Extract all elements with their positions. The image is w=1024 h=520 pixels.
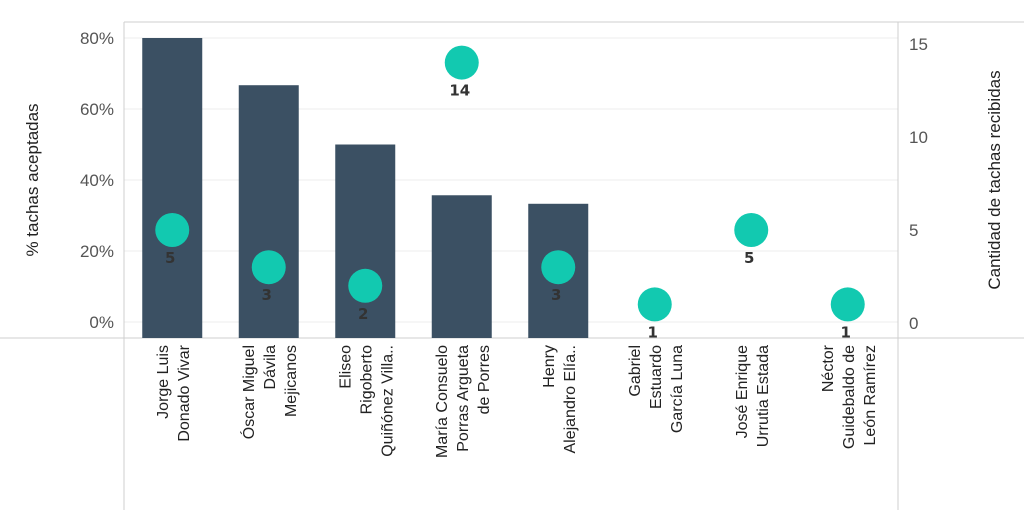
bar[interactable]	[335, 144, 396, 339]
category-label-line: Alejandro Elía..	[562, 345, 579, 454]
scatter-point[interactable]	[155, 213, 190, 247]
category-label-line: León Ramírez	[862, 345, 879, 446]
category-label: Jorge Luis Donado Vivar	[155, 344, 193, 441]
category-labels: Jorge Luis Donado Vivar Óscar Miguel Dávila…	[155, 344, 879, 458]
category-label: Gabriel Estuardo García Luna	[627, 345, 686, 433]
category-label-line: García Luna	[669, 345, 686, 433]
right-axis-ticks: 0 5 10 15	[909, 35, 928, 333]
category-label: Eliseo Rigoberto Quiñónez Villa..	[337, 345, 396, 457]
bar-series	[142, 38, 589, 339]
data-label: 1	[841, 323, 851, 341]
category-label-line: Rigoberto	[358, 345, 375, 414]
left-axis-title: % tachas aceptadas	[23, 103, 42, 256]
category-label-line: Eliseo	[337, 345, 354, 389]
category-label-line: Dávila	[262, 345, 279, 390]
category-label-line: María Consuelo	[434, 345, 451, 458]
scatter-point[interactable]	[830, 287, 865, 322]
y-tick-label: 40%	[80, 171, 114, 190]
category-label-line: Estuardo	[648, 345, 665, 409]
y2-tick-label: 15	[909, 35, 928, 54]
category-label: Néctor Guidebaldo de León Ramírez	[820, 344, 879, 449]
category-label: Óscar Miguel Dávila Mejicanos	[239, 345, 300, 439]
data-label: 5	[165, 249, 175, 267]
category-label: María Consuelo Porras Argueta de Porres	[434, 345, 493, 458]
right-axis-title: Cantidad de tachas recibidas	[985, 70, 1004, 289]
scatter-point[interactable]	[444, 45, 479, 80]
bar[interactable]	[431, 195, 492, 338]
category-label-line: Néctor	[820, 344, 837, 392]
category-label-line: Jorge Luis	[155, 345, 172, 419]
data-label: 5	[744, 249, 754, 267]
left-axis-ticks: 0% 20% 40% 60% 80%	[80, 29, 114, 332]
bar[interactable]	[238, 85, 299, 338]
y-tick-label: 0%	[89, 313, 114, 332]
data-label: 14	[449, 82, 470, 100]
scatter-point[interactable]	[541, 250, 576, 285]
category-label-line: Óscar Miguel	[239, 345, 258, 439]
category-label-line: Henry	[541, 345, 558, 388]
category-label-line: José Enrique	[734, 345, 751, 438]
scatter-series: 5 3 2 14 3 1 5 1	[155, 45, 865, 341]
y2-tick-label: 0	[909, 314, 918, 333]
category-label-line: Porras Argueta	[455, 345, 472, 452]
y2-tick-label: 10	[909, 128, 928, 147]
category-label: Henry Alejandro Elía..	[541, 345, 579, 454]
category-label-line: Guidebaldo de	[841, 345, 858, 449]
scatter-point[interactable]	[251, 250, 286, 285]
data-label: 2	[358, 305, 368, 323]
scatter-point[interactable]	[637, 287, 672, 322]
scatter-point[interactable]	[734, 213, 769, 247]
category-label-line: Gabriel	[627, 345, 644, 397]
data-label: 3	[262, 286, 272, 304]
bar[interactable]	[142, 38, 203, 338]
data-label: 3	[551, 286, 561, 304]
data-label: 1	[648, 323, 658, 341]
y-tick-label: 60%	[80, 100, 114, 119]
category-label-line: Donado Vivar	[176, 344, 193, 441]
scatter-point[interactable]	[348, 268, 383, 303]
category-label-line: Mejicanos	[283, 345, 300, 417]
category-label: José Enrique Urrutia Estada	[734, 345, 772, 447]
category-label-line: de Porres	[476, 345, 493, 414]
y-tick-label: 80%	[80, 29, 114, 48]
category-label-line: Quiñónez Villa..	[379, 345, 396, 457]
y-tick-label: 20%	[80, 242, 114, 261]
y2-tick-label: 5	[909, 221, 918, 240]
category-label-line: Urrutia Estada	[755, 345, 772, 447]
